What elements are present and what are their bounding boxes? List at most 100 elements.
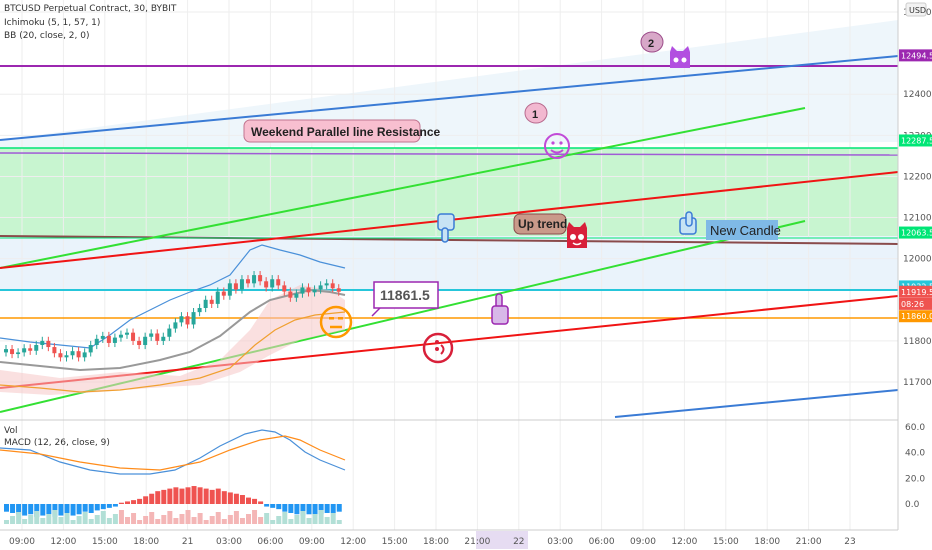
macd-bar: [324, 504, 330, 513]
price-tick-label: 11800.0: [903, 337, 932, 347]
candle: [209, 299, 214, 304]
volume-bar: [76, 516, 82, 524]
price-tick-label: 12400.0: [903, 90, 932, 100]
macd-bar: [155, 491, 161, 504]
weekend-resistance-label[interactable]: Weekend Parallel line Resistance: [243, 119, 441, 143]
candle: [197, 308, 202, 313]
uptrend-text: Up trend: [518, 217, 567, 231]
candle: [10, 349, 15, 355]
time-axis[interactable]: [0, 530, 898, 550]
macd-bar: [28, 504, 34, 515]
macd-bar: [221, 491, 227, 504]
candle: [161, 336, 166, 341]
macd-bar: [64, 504, 70, 515]
blue-trendline-upper[interactable]: [0, 55, 899, 141]
macd-bar: [88, 504, 94, 513]
volume-bar: [100, 511, 106, 524]
time-axis-highlight: [476, 531, 528, 549]
price-tag: [899, 49, 932, 62]
volume-bar: [155, 519, 161, 524]
volume-bar: [149, 512, 155, 524]
volume-bar: [324, 517, 330, 524]
candle: [125, 332, 129, 335]
candle: [336, 288, 341, 292]
time-tick-label: 18:00: [133, 537, 159, 547]
candle: [312, 289, 317, 293]
price-callout[interactable]: 11861.5: [371, 281, 439, 317]
bubble-2[interactable]: 2: [640, 31, 664, 53]
candle: [70, 351, 75, 356]
time-tick-label: 09:00: [299, 537, 325, 547]
macd-histogram: [4, 486, 342, 524]
macd-bar: [149, 493, 155, 504]
time-tick-label: 12:00: [340, 537, 366, 547]
candle: [88, 345, 93, 353]
macd-bar: [4, 504, 9, 512]
time-tick-label: 15:00: [382, 537, 408, 547]
price-tick-label: 12000.0: [903, 255, 932, 265]
macd-bar: [264, 504, 270, 507]
macd-bar: [306, 504, 312, 515]
candle: [306, 287, 311, 293]
candle: [4, 349, 8, 353]
new-candle-text: New Candle: [710, 223, 781, 238]
price-tag: [899, 134, 932, 147]
candle: [294, 293, 299, 298]
uptrend-label[interactable]: Up trend: [513, 213, 567, 235]
candle: [118, 334, 123, 338]
time-tick-label: 15:00: [713, 537, 739, 547]
candles: [4, 271, 341, 362]
price-callout-text: 11861.5: [380, 287, 430, 303]
time-tick-label: 03:00: [216, 537, 242, 547]
macd-bar: [270, 504, 276, 508]
smiley-icon-purple: [544, 133, 570, 159]
macd-bar: [106, 504, 112, 508]
candle: [131, 332, 136, 341]
volume-bar: [88, 519, 94, 524]
macd-bar: [203, 488, 209, 504]
macd-pane[interactable]: [0, 429, 346, 524]
price-tag-label: 12494.5: [901, 51, 932, 60]
price-tag: [899, 226, 932, 239]
candle: [155, 333, 160, 341]
ichimoku-cloud: [0, 285, 345, 395]
bubble-2-text: 2: [648, 38, 654, 50]
time-tick-label: 15:00: [92, 537, 118, 547]
macd-bar: [239, 495, 245, 504]
macd-bar: [16, 504, 22, 515]
time-tick-label: 03:00: [547, 537, 573, 547]
candle: [149, 333, 154, 337]
volume-bar: [258, 517, 264, 524]
macd-bar: [125, 501, 130, 504]
red-trendline-lower[interactable]: [0, 295, 899, 389]
macd-bar: [209, 489, 215, 504]
candle: [22, 348, 27, 353]
bubble-1[interactable]: 1: [524, 102, 548, 124]
candle: [76, 351, 81, 358]
macd-bar: [40, 504, 46, 516]
volume-bar: [215, 512, 221, 524]
candle: [282, 285, 287, 292]
macd-bar: [246, 497, 251, 504]
volume-bar: [288, 519, 294, 524]
volume-bar: [4, 520, 9, 524]
macd-bar: [70, 504, 76, 516]
volume-bar: [40, 518, 46, 524]
volume-bar: [300, 511, 306, 524]
hand-right-icon: [679, 211, 697, 235]
macd-axis-ticks: 60.0 40.0 20.0 0.0: [905, 423, 925, 510]
macd-bar: [82, 504, 88, 512]
grid-lines: [0, 0, 898, 530]
volume-bar: [58, 517, 64, 524]
green-trendline-upper[interactable]: [0, 107, 806, 269]
volume-bar: [131, 513, 137, 524]
macd-tick-label: 0.0: [905, 500, 920, 510]
macd-bar: [10, 504, 16, 513]
macd-bar: [161, 489, 167, 504]
price-axis[interactable]: [898, 0, 932, 550]
candle: [100, 335, 105, 339]
volume-bar: [197, 513, 203, 524]
new-candle-label[interactable]: New Candle: [706, 220, 781, 240]
blue-trendline-lower[interactable]: [614, 389, 899, 418]
